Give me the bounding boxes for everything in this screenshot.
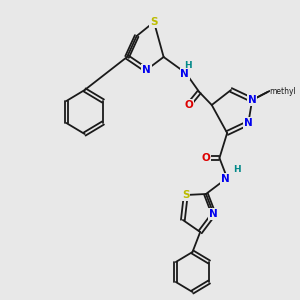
Text: N: N: [244, 118, 253, 128]
Text: S: S: [150, 17, 158, 27]
Text: N: N: [180, 69, 189, 79]
Text: O: O: [184, 100, 193, 110]
Text: N: N: [248, 95, 256, 105]
Text: H: H: [233, 166, 241, 175]
Text: N: N: [209, 209, 218, 219]
Text: O: O: [202, 153, 210, 163]
Text: S: S: [182, 190, 190, 200]
Text: N: N: [221, 174, 230, 184]
Text: N: N: [142, 65, 151, 75]
Text: methyl: methyl: [269, 86, 296, 95]
Text: H: H: [184, 61, 191, 70]
